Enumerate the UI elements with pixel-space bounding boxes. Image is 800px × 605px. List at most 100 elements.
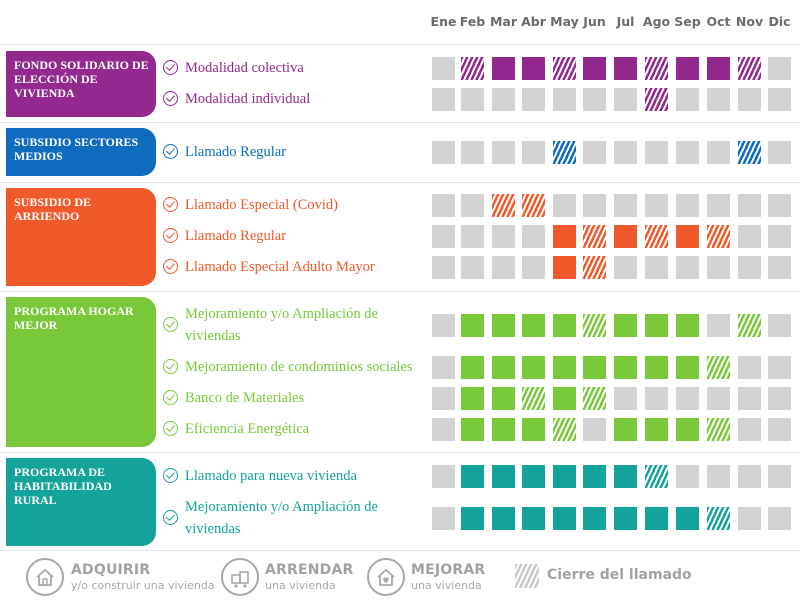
cell-empty	[738, 386, 761, 410]
house-icon	[26, 558, 64, 596]
divider	[0, 122, 800, 123]
row-label: Mejoramiento y/o Ampliación de viviendas	[185, 499, 378, 537]
cell-open	[522, 506, 545, 530]
cell-open	[614, 56, 637, 80]
cell-empty	[583, 193, 606, 217]
check-circle-icon	[163, 510, 178, 525]
cell-empty	[707, 255, 730, 279]
cell-open	[492, 355, 515, 379]
cell-empty	[707, 140, 730, 164]
cell-empty	[432, 313, 455, 337]
cell-empty	[614, 193, 637, 217]
month-label: Sep	[674, 14, 701, 29]
cell-empty	[432, 224, 455, 248]
cell-open	[461, 464, 484, 488]
row-label: Eficiencia Energética	[185, 421, 310, 437]
divider	[0, 452, 800, 453]
month-header: Ene Feb Mar Abr May Jun Jul Ago Sep Oct Nov Dic	[0, 0, 800, 44]
cell-closure	[645, 224, 668, 248]
cell-closure	[583, 386, 606, 410]
divider	[0, 291, 800, 292]
cell-open	[676, 506, 699, 530]
cell-empty	[522, 224, 545, 248]
cell-empty	[432, 255, 455, 279]
check-circle-icon	[163, 359, 178, 374]
cell-open	[707, 56, 730, 80]
cell-empty	[492, 140, 515, 164]
cell-empty	[614, 87, 637, 111]
check-circle-icon	[163, 421, 178, 436]
cell-closure	[461, 56, 484, 80]
cell-empty	[461, 224, 484, 248]
cell-closure	[522, 193, 545, 217]
cell-open	[645, 417, 668, 441]
month-label: Abr	[521, 14, 546, 29]
cell-closure	[583, 224, 606, 248]
cell-empty	[432, 386, 455, 410]
cell-open	[645, 355, 668, 379]
cell-closure	[583, 255, 606, 279]
divider	[0, 182, 800, 183]
cell-open	[492, 417, 515, 441]
cell-open	[461, 506, 484, 530]
cell-empty	[461, 87, 484, 111]
cell-open	[583, 506, 606, 530]
month-label: May	[550, 14, 579, 29]
cell-empty	[738, 255, 761, 279]
row-label: Mejoramiento y/o Ampliación de viviendas	[185, 306, 378, 344]
cell-empty	[738, 193, 761, 217]
month-label: Ago	[642, 14, 671, 29]
cell-open	[553, 506, 576, 530]
cell-open	[553, 355, 576, 379]
cell-empty	[738, 506, 761, 530]
check-circle-icon	[163, 144, 178, 159]
row-label: Modalidad individual	[185, 91, 311, 107]
cell-empty	[738, 417, 761, 441]
cell-empty	[768, 506, 791, 530]
check-circle-icon	[163, 197, 178, 212]
cell-empty	[768, 355, 791, 379]
check-circle-icon	[163, 317, 178, 332]
cell-empty	[432, 417, 455, 441]
cell-open	[492, 313, 515, 337]
cell-empty	[676, 255, 699, 279]
cell-empty	[432, 87, 455, 111]
check-circle-icon	[163, 468, 178, 483]
cell-open	[614, 464, 637, 488]
cell-open	[461, 355, 484, 379]
row-label: Banco de Materiales	[185, 390, 305, 406]
row-label: Llamado para nueva vivienda	[185, 468, 357, 484]
cell-open	[522, 313, 545, 337]
cell-empty	[738, 355, 761, 379]
legend-mejorar-subtitle: una vivienda	[411, 579, 482, 592]
cell-empty	[768, 56, 791, 80]
cell-empty	[614, 140, 637, 164]
cell-empty	[432, 355, 455, 379]
row-label: Llamado Regular	[185, 144, 287, 160]
cell-open	[614, 506, 637, 530]
moving-boxes-icon	[221, 558, 259, 596]
cell-open	[676, 56, 699, 80]
cell-open	[676, 355, 699, 379]
cell-closure	[553, 140, 576, 164]
check-circle-icon	[163, 259, 178, 274]
cell-empty	[492, 87, 515, 111]
cell-open	[522, 464, 545, 488]
category-box: SUBSIDIO SECTORES MEDIOS	[6, 128, 156, 176]
cell-open	[461, 386, 484, 410]
cell-empty	[676, 464, 699, 488]
cell-open	[614, 355, 637, 379]
legend-adquirir-subtitle: y/o construir una vivienda	[71, 579, 215, 592]
legend-mejorar-title: MEJORAR	[411, 562, 486, 578]
cell-empty	[492, 255, 515, 279]
cell-empty	[768, 193, 791, 217]
cell-empty	[768, 224, 791, 248]
cell-empty	[583, 417, 606, 441]
cell-open	[676, 224, 699, 248]
category-box: PROGRAMA DE HABITABILIDAD RURAL	[6, 458, 156, 546]
cell-closure	[553, 56, 576, 80]
cell-empty	[645, 193, 668, 217]
cell-empty	[522, 87, 545, 111]
cell-empty	[583, 140, 606, 164]
cell-closure	[553, 417, 576, 441]
